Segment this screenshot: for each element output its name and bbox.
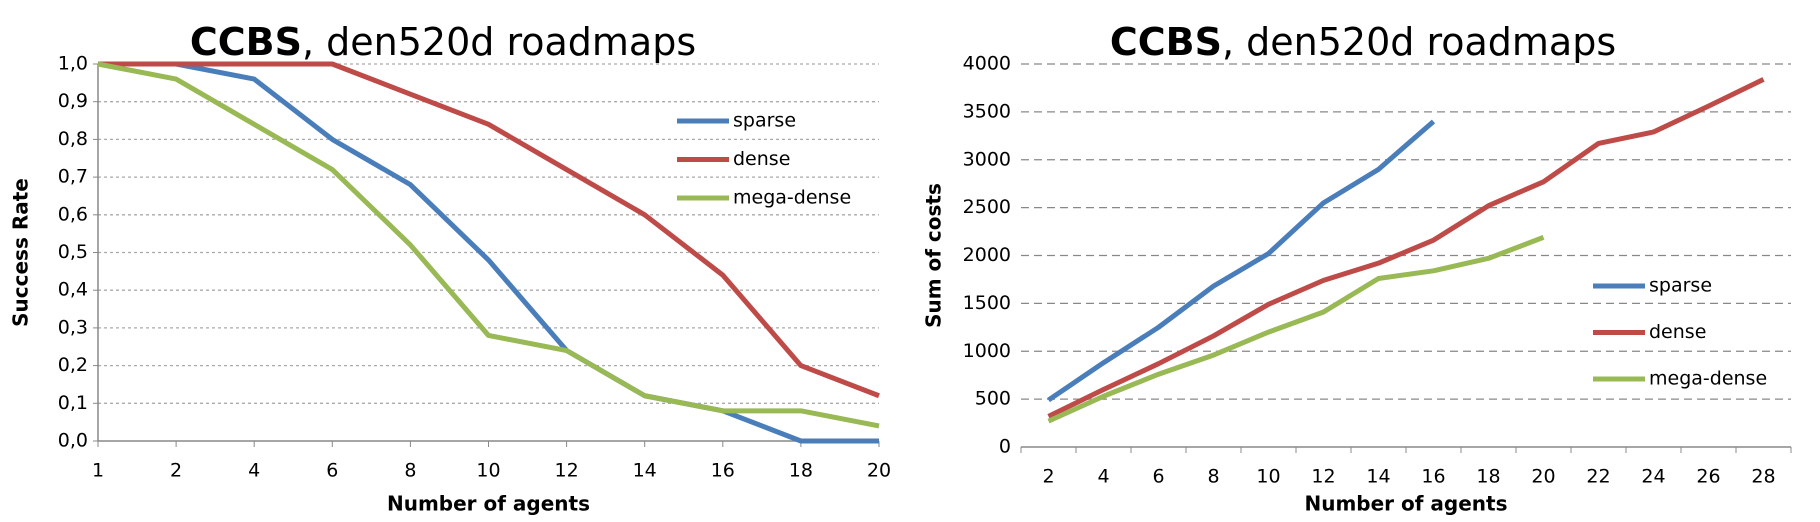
x-tick-label: 8 — [1207, 466, 1219, 488]
x-tick-label: 16 — [711, 460, 735, 482]
x-tick-label: 1 — [92, 460, 104, 482]
legend-label: dense — [733, 148, 790, 170]
y-tick-label: 0,6 — [58, 203, 88, 225]
y-tick-label: 2500 — [963, 196, 1011, 218]
y-tick-label: 0,5 — [58, 241, 88, 263]
y-tick-label: 3500 — [963, 100, 1011, 122]
title-rest: , den520d roadmaps — [302, 20, 696, 64]
x-tick-label: 12 — [1311, 466, 1335, 488]
chart: CCBS, den520d roadmaps 0 500 1000 1500 2000 25… — [922, 20, 1792, 516]
series-line — [1047, 119, 1436, 403]
series-line — [1047, 77, 1765, 419]
series-line — [97, 61, 880, 429]
x-tick-label: 22 — [1586, 466, 1610, 488]
y-tick-label: 0,9 — [58, 90, 88, 112]
y-tick-label: 0,3 — [58, 316, 88, 338]
y-tick-label: 1000 — [963, 340, 1011, 362]
y-axis-label: Success Rate — [9, 178, 33, 327]
legend-label: mega-dense — [1649, 368, 1767, 390]
legend-label: mega-dense — [733, 187, 851, 209]
chart-title: CCBS, den520d roadmaps — [190, 20, 696, 64]
x-tick-label: 10 — [476, 460, 500, 482]
y-tick-label: 3000 — [963, 148, 1011, 170]
x-tick-label: 2 — [1042, 466, 1054, 488]
series-line — [1047, 234, 1545, 424]
x-tick-label: 24 — [1641, 466, 1665, 488]
x-tick-label: 28 — [1751, 466, 1775, 488]
x-tick-label: 20 — [867, 460, 891, 482]
x-tick-label: 14 — [633, 460, 657, 482]
title-bold: CCBS — [1110, 20, 1222, 64]
title-bold: CCBS — [190, 20, 302, 64]
y-tick-label: 4000 — [963, 53, 1011, 75]
y-tick-label: 2000 — [963, 244, 1011, 266]
x-tick-label: 4 — [248, 460, 260, 482]
legend-label: dense — [1649, 321, 1706, 343]
y-tick-label: 0,8 — [58, 128, 88, 150]
x-tick-label: 26 — [1696, 466, 1720, 488]
y-tick-label: 0 — [999, 436, 1011, 458]
y-tick-label: 0,0 — [58, 430, 88, 452]
x-tick-label: 6 — [326, 460, 338, 482]
x-tick-label: 10 — [1256, 466, 1280, 488]
y-tick-label: 500 — [975, 388, 1011, 410]
x-tick-label: 14 — [1366, 466, 1390, 488]
y-tick-label: 1,0 — [58, 53, 88, 75]
x-tick-label: 8 — [404, 460, 416, 482]
y-tick-label: 0,4 — [58, 279, 88, 301]
y-tick-label: 0,2 — [58, 354, 88, 376]
series-line — [98, 61, 880, 399]
x-tick-label: 18 — [1476, 466, 1500, 488]
x-axis-label: Number of agents — [1304, 492, 1507, 516]
x-axis-label: Number of agents — [387, 492, 590, 516]
x-tick-label: 18 — [789, 460, 813, 482]
x-tick-label: 20 — [1531, 466, 1555, 488]
x-tick-label: 2 — [170, 460, 182, 482]
chart: CCBS, den520d roadmaps 0,0 0,1 0,2 0,3 0,4 0,5… — [9, 20, 892, 516]
chart-title: CCBS, den520d roadmaps — [1110, 20, 1616, 64]
x-tick-label: 16 — [1421, 466, 1445, 488]
y-tick-label: 0,1 — [58, 392, 88, 414]
y-tick-label: 1500 — [963, 292, 1011, 314]
title-rest: , den520d roadmaps — [1222, 20, 1616, 64]
legend-label: sparse — [1649, 275, 1712, 297]
x-tick-label: 12 — [555, 460, 579, 482]
series-line — [98, 61, 879, 444]
y-tick-label: 0,7 — [58, 166, 88, 188]
legend-label: sparse — [733, 110, 796, 132]
y-axis-label: Sum of costs — [922, 183, 946, 328]
x-tick-label: 6 — [1152, 466, 1164, 488]
x-tick-label: 4 — [1097, 466, 1109, 488]
